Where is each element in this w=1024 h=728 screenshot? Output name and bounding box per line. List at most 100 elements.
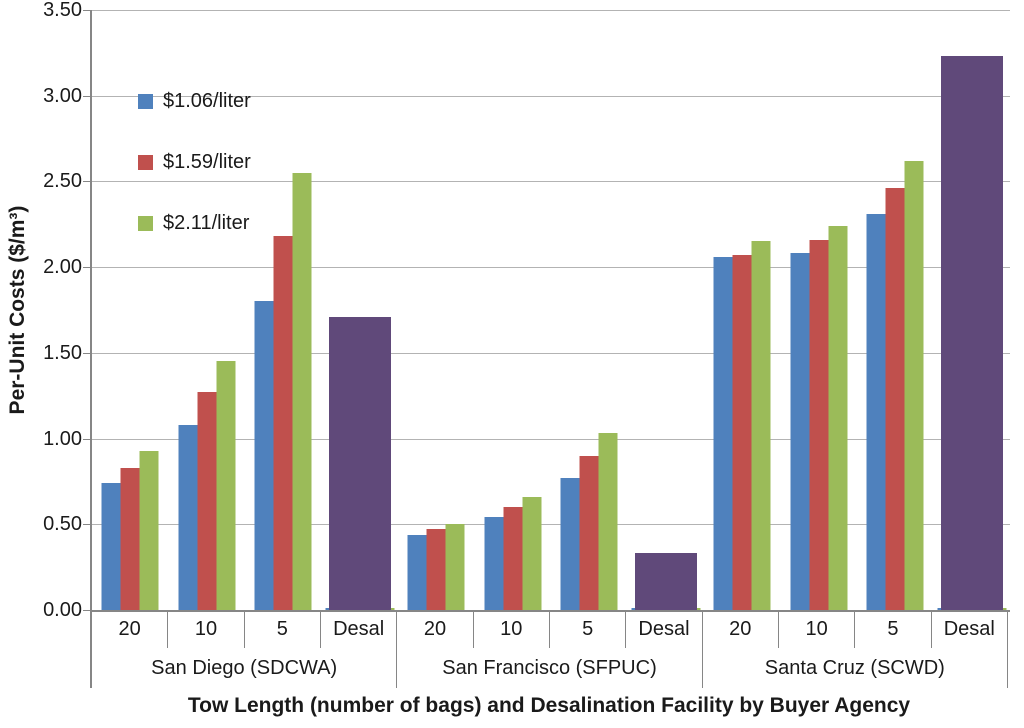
series-bar: [885, 188, 905, 610]
category-label: 10: [474, 610, 550, 648]
series-bar: [197, 392, 217, 610]
series-bar: [560, 478, 580, 610]
category-slot: [934, 10, 1011, 610]
legend-item: $2.11/liter: [138, 212, 251, 235]
bar-group: [398, 10, 704, 610]
series-bar: [120, 468, 140, 610]
gridline: [92, 95, 1010, 97]
y-axis-tick: [83, 610, 90, 611]
desal-bar: [328, 317, 391, 610]
bar-group: [704, 10, 1010, 610]
y-axis-tick: [83, 524, 90, 526]
series-bar: [484, 517, 504, 610]
bar-cluster: [484, 497, 542, 610]
category-label: 20: [397, 610, 474, 648]
bar-cluster: [254, 173, 312, 610]
series-bar: [904, 161, 924, 610]
bar-cluster: [178, 361, 236, 610]
y-axis-tick: [83, 267, 90, 269]
category-slot: [92, 10, 169, 610]
y-axis-tick: [83, 181, 90, 183]
y-axis-tick-label: 1.50: [43, 341, 82, 364]
gridline: [92, 438, 1010, 440]
y-axis-tick-label: 2.50: [43, 170, 82, 193]
category-label: 20: [90, 610, 169, 648]
category-slot: [551, 10, 628, 610]
group-label: San Diego (SDCWA): [90, 648, 398, 688]
y-axis-tick-label: 3.50: [43, 0, 82, 21]
series-bar: [178, 425, 198, 610]
category-axis: 20 10 5 Desal 20 10 5 Desal 20 10 5 Desal: [90, 610, 1008, 648]
group-axis: San Diego (SDCWA) San Francisco (SFPUC) Sa…: [90, 648, 1008, 688]
y-axis-tick-label: 3.00: [43, 84, 82, 107]
category-label: 5: [245, 610, 321, 648]
group-label: Santa Cruz (SCWD): [703, 648, 1008, 688]
series-bar: [751, 241, 771, 610]
bar-group: [92, 10, 398, 610]
series-bar: [598, 433, 618, 610]
legend-swatch-icon: [138, 94, 153, 109]
category-slot: [245, 10, 322, 610]
series-bar: [139, 451, 159, 610]
series-bar: [732, 255, 752, 610]
series-bar: [790, 253, 810, 610]
legend: $1.06/liter $1.59/liter $2.11/liter: [138, 90, 251, 235]
group-label: San Francisco (SFPUC): [397, 648, 703, 688]
gridline: [92, 267, 1010, 269]
series-bar: [828, 226, 848, 610]
bar-cluster: [560, 433, 618, 610]
series-bar: [426, 529, 446, 610]
series-bar: [579, 456, 599, 610]
plot-area: $1.06/liter $1.59/liter $2.11/liter: [83, 10, 1010, 612]
legend-swatch-icon: [138, 216, 153, 231]
gridline: [92, 352, 1010, 354]
category-slot: [781, 10, 858, 610]
bar-cluster: [790, 226, 848, 610]
category-label: Desal: [321, 610, 398, 648]
gridline: [92, 10, 1010, 11]
category-label: 5: [550, 610, 627, 648]
desal-bar: [634, 553, 697, 610]
bar-cluster: [101, 451, 159, 610]
legend-label: $2.11/liter: [163, 212, 250, 234]
y-axis-tick: [83, 95, 90, 97]
y-axis-tick: [83, 352, 90, 354]
y-axis-title: Per-Unit Costs ($/m³): [6, 205, 29, 415]
legend-label: $1.06/liter: [163, 90, 251, 112]
category-slot: [704, 10, 781, 610]
series-bar: [254, 301, 274, 610]
series-bar: [713, 257, 733, 610]
legend-item: $1.06/liter: [138, 90, 251, 113]
category-label: 10: [779, 610, 856, 648]
category-label: 20: [703, 610, 779, 648]
series-bar: [445, 524, 465, 610]
series-bar: [101, 483, 121, 610]
series-bar: [503, 507, 523, 610]
category-slot: [398, 10, 475, 610]
category-slot: [169, 10, 246, 610]
legend-item: $1.59/liter: [138, 151, 251, 174]
y-axis-tick: [83, 438, 90, 440]
gridline: [92, 524, 1010, 526]
y-axis-tick-label: 1.00: [43, 427, 82, 450]
series-bar: [292, 173, 312, 610]
bar-cluster: [407, 524, 465, 610]
category-slot: [857, 10, 934, 610]
y-axis-tick-label: 0.00: [43, 599, 82, 621]
legend-swatch-icon: [138, 155, 153, 170]
category-slot: [475, 10, 552, 610]
y-axis-tick-label: 0.50: [43, 513, 82, 536]
bars-container: [92, 10, 1010, 610]
category-label: 5: [855, 610, 932, 648]
category-label: Desal: [626, 610, 703, 648]
category-label: 10: [168, 610, 245, 648]
category-label: Desal: [932, 610, 1008, 648]
legend-label: $1.59/liter: [163, 151, 251, 173]
desal-bar: [940, 56, 1003, 610]
y-axis-tick: [83, 10, 90, 11]
series-bar: [216, 361, 236, 610]
y-axis-tick-label: 2.00: [43, 256, 82, 279]
series-bar: [407, 535, 427, 610]
category-slot: [322, 10, 399, 610]
series-bar: [273, 236, 293, 610]
